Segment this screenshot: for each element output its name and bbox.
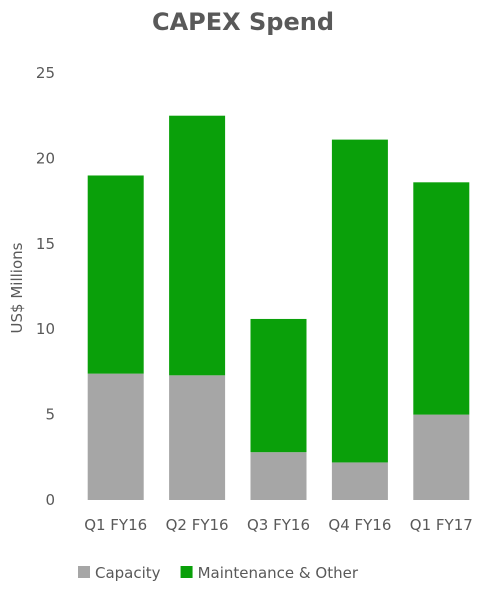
bar-group	[87, 115, 470, 500]
x-tick-label: Q2 FY16	[166, 516, 229, 534]
bar-maintenance-3	[331, 139, 388, 463]
bar-capacity-2	[250, 452, 307, 500]
legend-swatch-capacity	[78, 566, 90, 578]
x-tick-label: Q1 FY16	[84, 516, 147, 534]
legend-label: Maintenance & Other	[198, 564, 359, 582]
bar-capacity-0	[87, 373, 144, 500]
y-tick-label: 20	[36, 149, 55, 167]
legend-label: Capacity	[95, 564, 161, 582]
x-tick-label: Q3 FY16	[247, 516, 310, 534]
y-tick-label: 5	[45, 406, 55, 424]
y-axis-title: US$ Millions	[8, 242, 26, 333]
bar-maintenance-4	[413, 182, 470, 415]
legend: Capacity Maintenance & Other	[78, 564, 359, 582]
bar-maintenance-1	[169, 115, 226, 376]
legend-swatch-maintenance	[180, 566, 193, 578]
x-axis-ticks: Q1 FY16 Q2 FY16 Q3 FY16 Q4 FY16 Q1 FY17	[84, 516, 473, 534]
y-tick-label: 15	[36, 235, 55, 253]
bar-maintenance-2	[250, 318, 307, 453]
y-tick-label: 25	[36, 64, 55, 82]
bar-capacity-1	[169, 375, 226, 500]
chart-title: CAPEX Spend	[152, 8, 334, 36]
bar-maintenance-0	[87, 175, 144, 374]
bar-capacity-3	[331, 462, 388, 500]
bar-capacity-4	[413, 414, 470, 500]
x-tick-label: Q1 FY17	[410, 516, 473, 534]
y-axis-ticks: 0 5 10 15 20 25	[36, 64, 55, 509]
x-tick-label: Q4 FY16	[328, 516, 391, 534]
y-tick-label: 10	[36, 320, 55, 338]
y-tick-label: 0	[45, 491, 55, 509]
